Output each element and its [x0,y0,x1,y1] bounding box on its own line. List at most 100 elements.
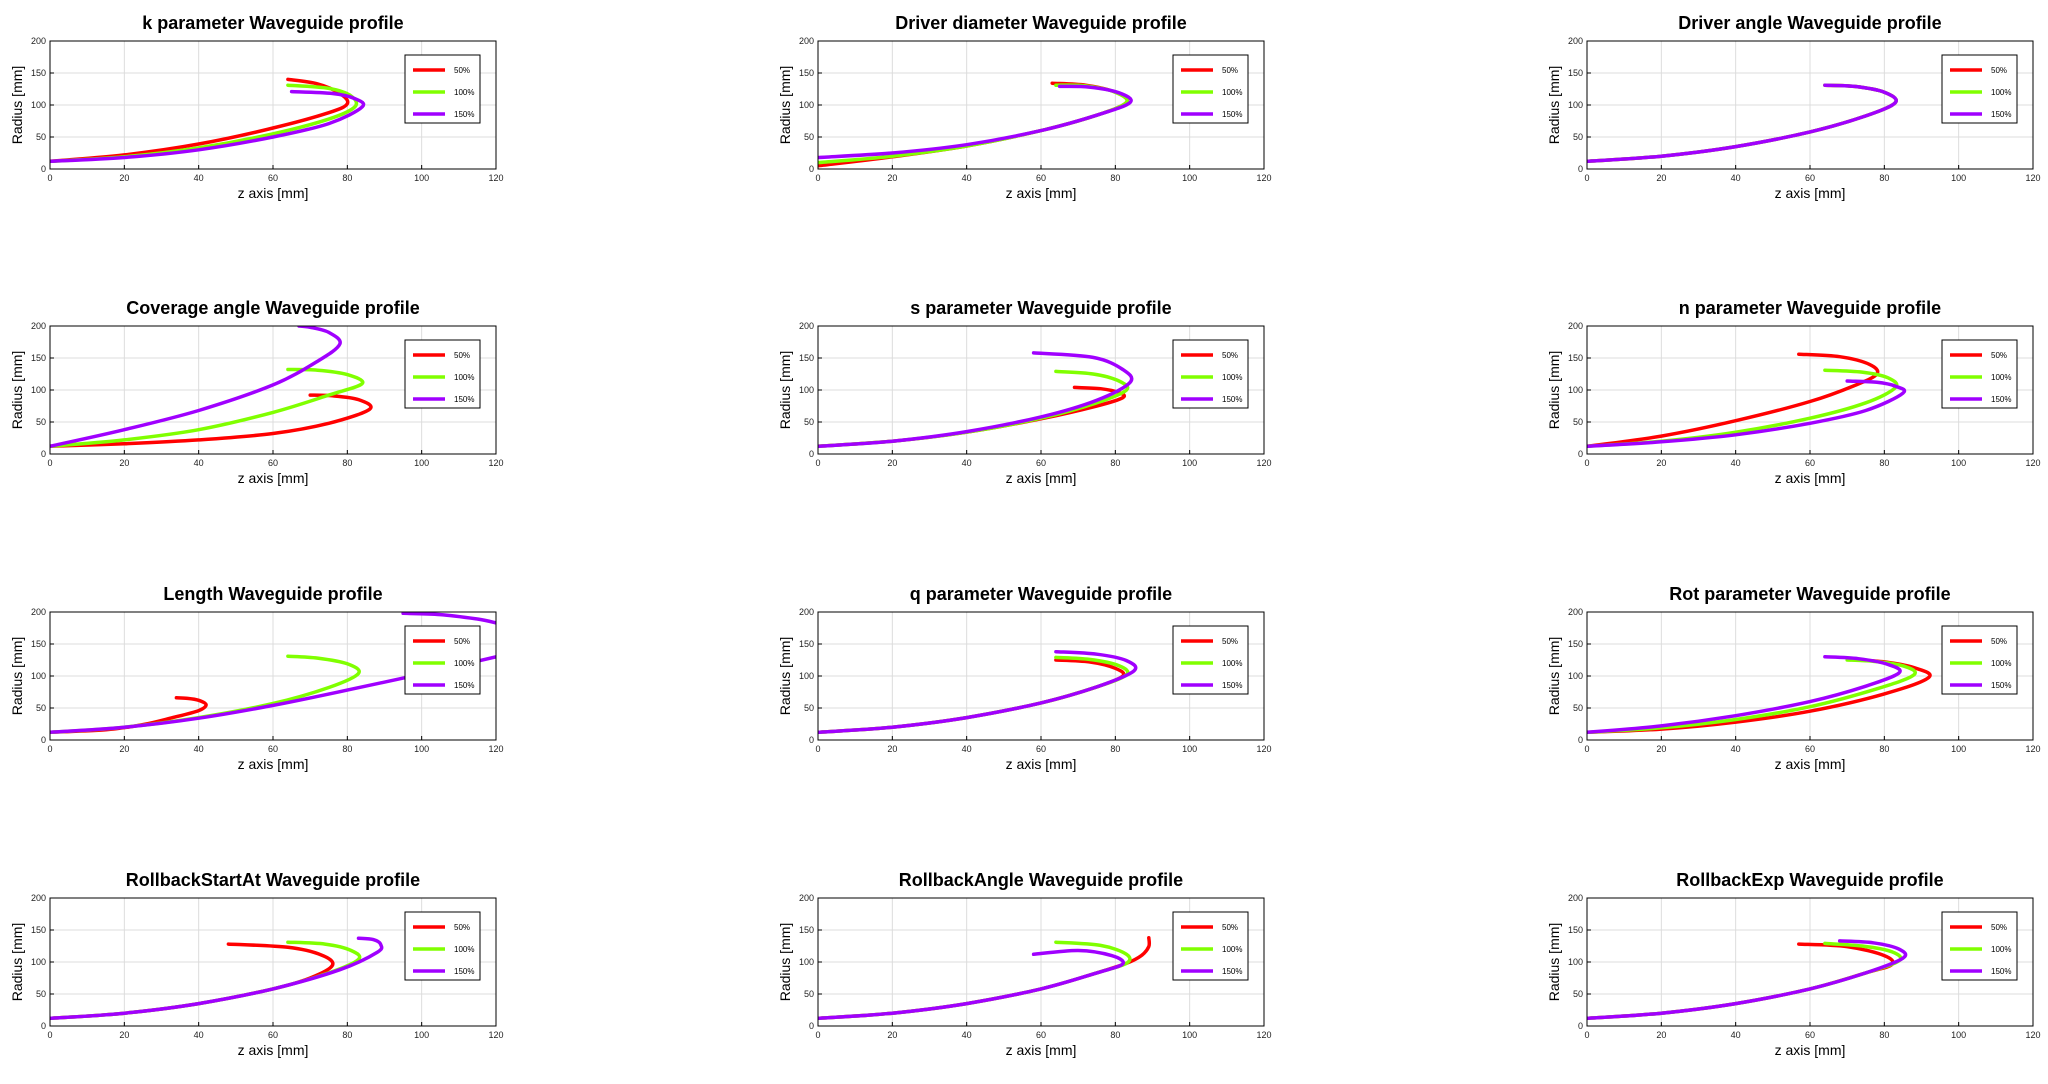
x-tick-label: 60 [1036,173,1046,183]
y-tick-label: 200 [31,607,46,617]
chart-title: Driver angle Waveguide profile [1678,13,1941,33]
y-tick-label: 150 [31,68,46,78]
legend-entry: 100% [1222,945,1242,954]
y-tick-label: 0 [809,735,814,745]
x-tick-label: 40 [962,458,972,468]
x-tick-label: 60 [1805,744,1815,754]
chart-title: n parameter Waveguide profile [1679,298,1941,318]
x-tick-label: 60 [1805,1030,1815,1040]
x-tick-label: 80 [1110,744,1120,754]
y-tick-label: 50 [804,132,814,142]
legend-box [1941,911,2018,981]
legend-entry: 50% [1991,637,2007,646]
series-group [818,649,1138,735]
legend-entry: 100% [454,945,474,954]
legend-entry: 150% [1991,395,2011,404]
y-axis-label: Radius [mm] [9,351,25,430]
x-tick-label: 120 [2025,744,2040,754]
y-tick-label: 0 [1578,735,1583,745]
x-axis-label: z axis [mm] [238,470,309,486]
x-tick-label: 40 [962,1030,972,1040]
legend: 50% 100% 150% [1172,339,1249,409]
x-tick-label: 80 [1879,458,1889,468]
x-tick-label: 100 [1951,173,1966,183]
legend: 50% 100% 150% [404,339,481,409]
y-tick-label: 50 [804,703,814,713]
legend-entry: 100% [1991,373,2011,382]
y-tick-label: 200 [1568,36,1583,46]
x-tick-label: 120 [2025,458,2040,468]
x-axis-label: z axis [mm] [1006,470,1077,486]
y-tick-label: 0 [41,1021,46,1031]
legend-entry: 150% [1222,395,1242,404]
legend: 50% 100% 150% [1941,54,2018,124]
y-tick-label: 0 [1578,449,1583,459]
y-tick-label: 200 [1568,607,1583,617]
x-axis-label: z axis [mm] [1775,470,1846,486]
legend-entry: 100% [454,373,474,382]
x-tick-label: 120 [488,173,503,183]
x-tick-label: 20 [119,1030,129,1040]
chart-title: RollbackAngle Waveguide profile [899,870,1183,890]
legend-entry: 50% [454,351,470,360]
x-tick-label: 60 [1036,458,1046,468]
series-line-50pct [50,393,373,449]
chart-panel-3: 0 20 40 60 80 100 120 0 50 100 150 200 Driver angle … [1546,13,2041,201]
legend-entry: 150% [454,967,474,976]
y-axis-label: Radius [mm] [1546,637,1562,716]
y-tick-label: 200 [799,36,814,46]
y-tick-label: 0 [809,1021,814,1031]
x-tick-label: 0 [47,1030,52,1040]
x-tick-label: 100 [414,1030,429,1040]
series-group [1587,939,1908,1021]
chart-title: Length Waveguide profile [163,584,382,604]
x-tick-label: 100 [1182,1030,1197,1040]
legend-entry: 50% [454,66,470,75]
x-tick-label: 80 [342,1030,352,1040]
x-tick-label: 80 [1879,1030,1889,1040]
chart-panel-6: 0 20 40 60 80 100 120 0 50 100 150 200 n parameter W… [1546,298,2041,486]
x-tick-label: 120 [1256,1030,1271,1040]
y-tick-label: 50 [1573,703,1583,713]
x-tick-label: 40 [1731,1030,1741,1040]
legend-entry: 50% [454,923,470,932]
x-tick-label: 0 [1584,744,1589,754]
y-tick-label: 150 [799,639,814,649]
legend-box [404,625,481,695]
y-tick-label: 200 [31,321,46,331]
series-group [818,351,1134,449]
series-group [50,326,373,449]
x-tick-label: 40 [1731,173,1741,183]
legend-entry: 50% [1991,66,2007,75]
y-axis-label: Radius [mm] [9,923,25,1002]
y-axis-label: Radius [mm] [1546,351,1562,430]
y-tick-label: 150 [1568,639,1583,649]
y-tick-label: 100 [799,671,814,681]
y-tick-label: 200 [799,321,814,331]
legend-entry: 100% [1991,659,2011,668]
y-tick-label: 0 [41,164,46,174]
x-tick-label: 20 [1656,458,1666,468]
x-tick-label: 0 [1584,1030,1589,1040]
x-tick-label: 100 [1182,458,1197,468]
x-tick-label: 60 [268,458,278,468]
legend: 50% 100% 150% [404,911,481,981]
x-tick-label: 120 [1256,458,1271,468]
y-tick-label: 50 [36,989,46,999]
series-line-100pct [50,367,365,449]
x-axis-label: z axis [mm] [238,1042,309,1058]
y-tick-label: 200 [1568,321,1583,331]
y-tick-label: 150 [31,353,46,363]
x-tick-label: 80 [1110,458,1120,468]
x-tick-label: 80 [342,744,352,754]
chart-title: s parameter Waveguide profile [910,298,1171,318]
x-tick-label: 40 [962,744,972,754]
legend-entry: 100% [1222,88,1242,97]
x-tick-label: 60 [1805,173,1815,183]
y-tick-label: 50 [804,989,814,999]
x-tick-label: 80 [342,458,352,468]
y-tick-label: 50 [1573,132,1583,142]
legend-entry: 50% [1222,66,1238,75]
series-group [818,935,1152,1021]
y-tick-label: 150 [1568,353,1583,363]
